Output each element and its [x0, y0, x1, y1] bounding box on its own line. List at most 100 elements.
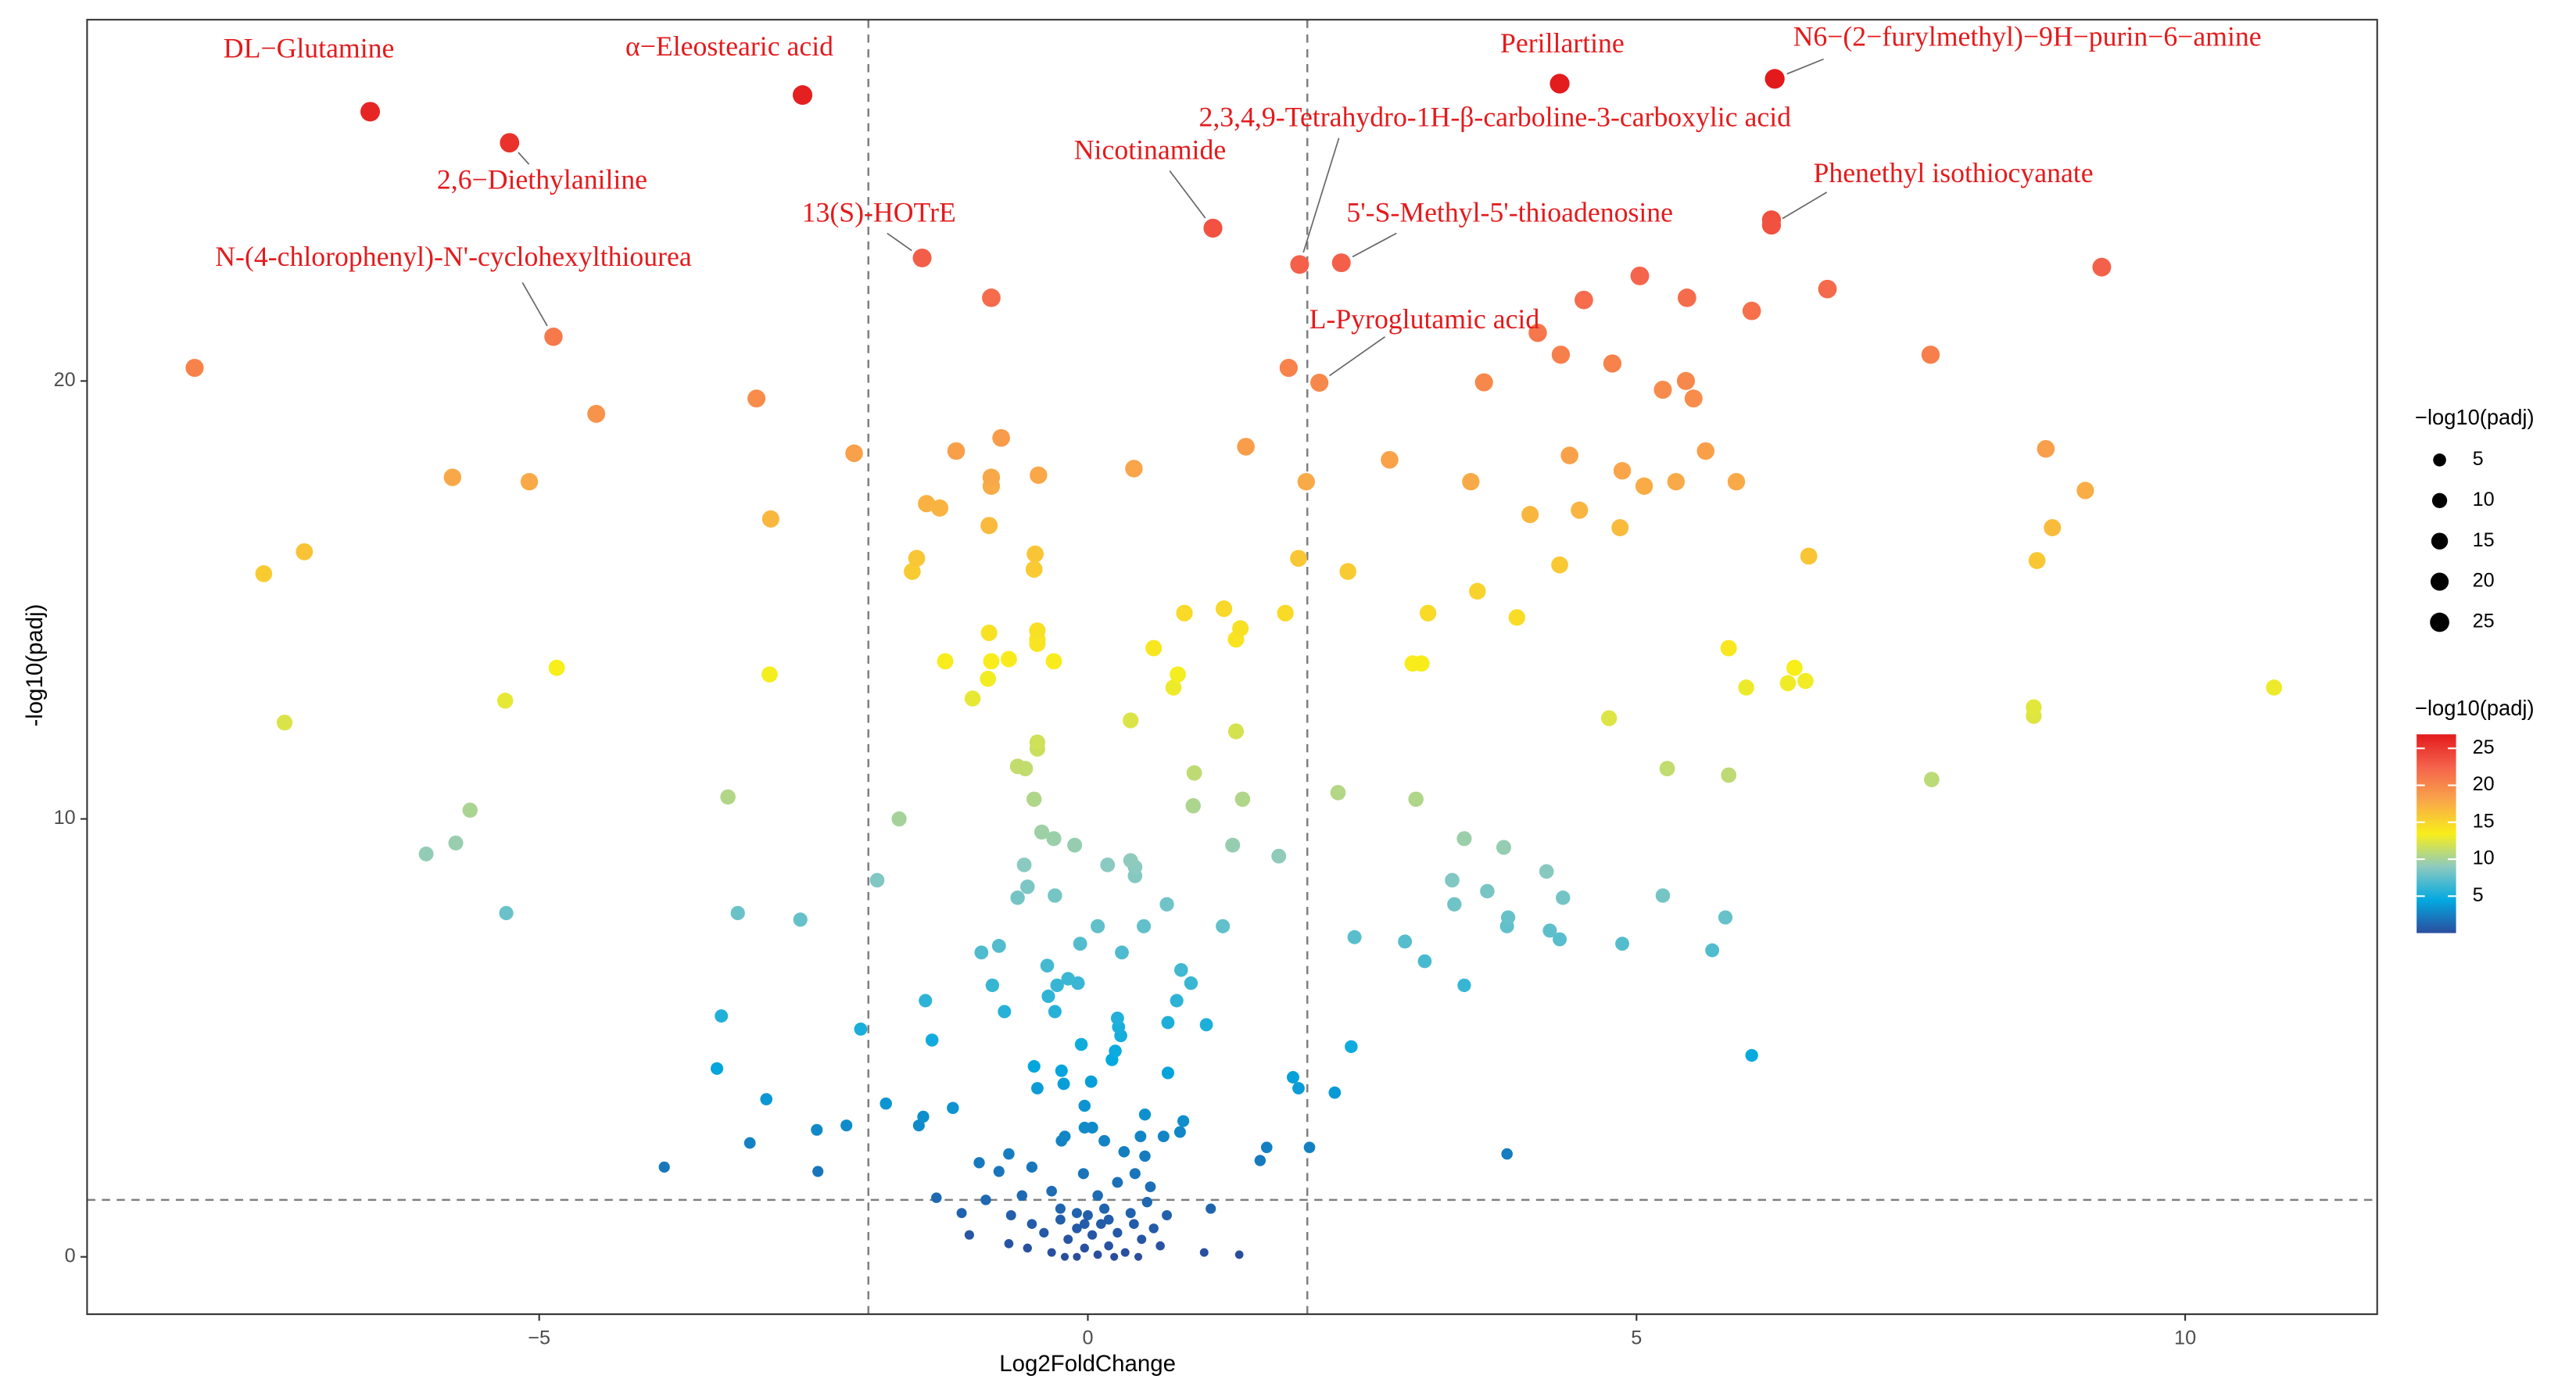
colorbar-label: 15 — [2473, 810, 2495, 832]
data-point — [1797, 672, 1814, 690]
data-point — [1330, 785, 1346, 801]
data-point — [1303, 1141, 1316, 1154]
colorbar-label: 10 — [2473, 847, 2495, 869]
data-point — [982, 468, 1001, 486]
data-point — [1115, 945, 1129, 960]
data-point — [1005, 1210, 1016, 1220]
point-label: 13(S)-HOTrE — [802, 196, 956, 227]
data-point — [1286, 1071, 1299, 1084]
data-point — [1297, 473, 1315, 491]
data-point — [1676, 371, 1696, 390]
data-point — [1613, 461, 1632, 480]
data-point — [1328, 1086, 1342, 1099]
data-point — [1078, 1099, 1091, 1112]
data-point — [1079, 1219, 1090, 1230]
data-point — [869, 872, 885, 888]
data-point — [964, 690, 981, 707]
data-point — [1034, 824, 1050, 840]
data-point — [1571, 501, 1589, 519]
data-point — [1162, 1210, 1173, 1220]
data-point — [919, 994, 933, 1008]
data-point — [925, 1033, 939, 1047]
data-point — [1161, 1016, 1175, 1030]
data-point — [1137, 1234, 1147, 1245]
data-point — [1615, 937, 1629, 951]
data-point — [1417, 954, 1432, 969]
data-point — [1091, 919, 1105, 933]
data-point — [710, 1062, 724, 1075]
data-point — [930, 499, 949, 517]
x-tick-label: 5 — [1631, 1327, 1642, 1349]
data-point — [1575, 290, 1593, 310]
label-connector — [518, 152, 530, 165]
size-legend-label: 10 — [2473, 489, 2495, 510]
data-point — [448, 835, 464, 851]
data-point — [985, 978, 1000, 993]
data-point — [980, 517, 998, 535]
point-label: 5'-S-Methyl-5'-thioadenosine — [1346, 196, 1673, 227]
point-label: N6−(2−furylmethyl)−9H−purin−6−amine — [1793, 21, 2262, 52]
data-point — [1055, 1214, 1066, 1225]
data-point — [462, 802, 478, 818]
data-point — [255, 565, 273, 582]
point-label: Perillartine — [1500, 27, 1625, 59]
data-point — [1100, 857, 1116, 872]
data-point — [792, 85, 813, 106]
data-point — [1469, 582, 1486, 600]
data-point — [1176, 604, 1193, 621]
label-connector — [1302, 138, 1340, 253]
data-point — [1029, 622, 1046, 639]
data-point — [918, 495, 936, 513]
data-point — [1779, 675, 1797, 692]
data-point — [1045, 653, 1062, 670]
data-point — [1199, 1248, 1209, 1257]
data-point — [1521, 506, 1539, 524]
size-legend-key — [2433, 453, 2446, 467]
point-label: L-Pyroglutamic acid — [1309, 303, 1540, 335]
data-point — [1738, 679, 1754, 696]
data-point — [1659, 761, 1675, 777]
data-point — [1765, 69, 1785, 89]
data-point — [185, 358, 204, 378]
data-point — [1542, 923, 1557, 938]
data-point — [1096, 1219, 1106, 1230]
data-point — [1603, 354, 1622, 373]
data-point — [1125, 1208, 1136, 1219]
data-point — [982, 288, 1001, 307]
data-point — [1138, 1108, 1152, 1121]
data-point — [947, 442, 966, 460]
data-point — [904, 563, 921, 580]
data-point — [1560, 446, 1578, 464]
data-point — [1745, 1048, 1758, 1062]
data-point — [1237, 438, 1255, 456]
data-point — [1009, 758, 1026, 775]
data-point — [1039, 1227, 1049, 1238]
data-point — [1705, 943, 1720, 958]
colorbar-label: 5 — [2473, 884, 2484, 906]
data-point — [1027, 1059, 1041, 1073]
data-point — [1404, 655, 1421, 672]
data-point — [1026, 791, 1042, 808]
data-point — [980, 670, 997, 687]
data-point — [1818, 279, 1837, 299]
size-legend-key — [2430, 612, 2449, 632]
data-point — [1447, 897, 1462, 912]
data-point — [1118, 1145, 1130, 1158]
data-point — [1046, 831, 1062, 847]
data-point — [1072, 1223, 1082, 1234]
data-point — [947, 1101, 959, 1114]
data-point — [1139, 1150, 1151, 1162]
colorbar — [2417, 734, 2456, 933]
data-point — [1216, 919, 1231, 933]
data-point — [1026, 1161, 1038, 1173]
data-point — [1098, 1203, 1110, 1214]
data-point — [1026, 545, 1044, 563]
data-point — [720, 789, 736, 805]
data-point — [1061, 972, 1075, 986]
data-point — [1112, 1177, 1123, 1188]
data-point — [2044, 519, 2062, 537]
data-point — [973, 1157, 985, 1169]
data-point — [1026, 1219, 1037, 1230]
data-point — [1050, 978, 1064, 993]
data-point — [1761, 215, 1782, 235]
